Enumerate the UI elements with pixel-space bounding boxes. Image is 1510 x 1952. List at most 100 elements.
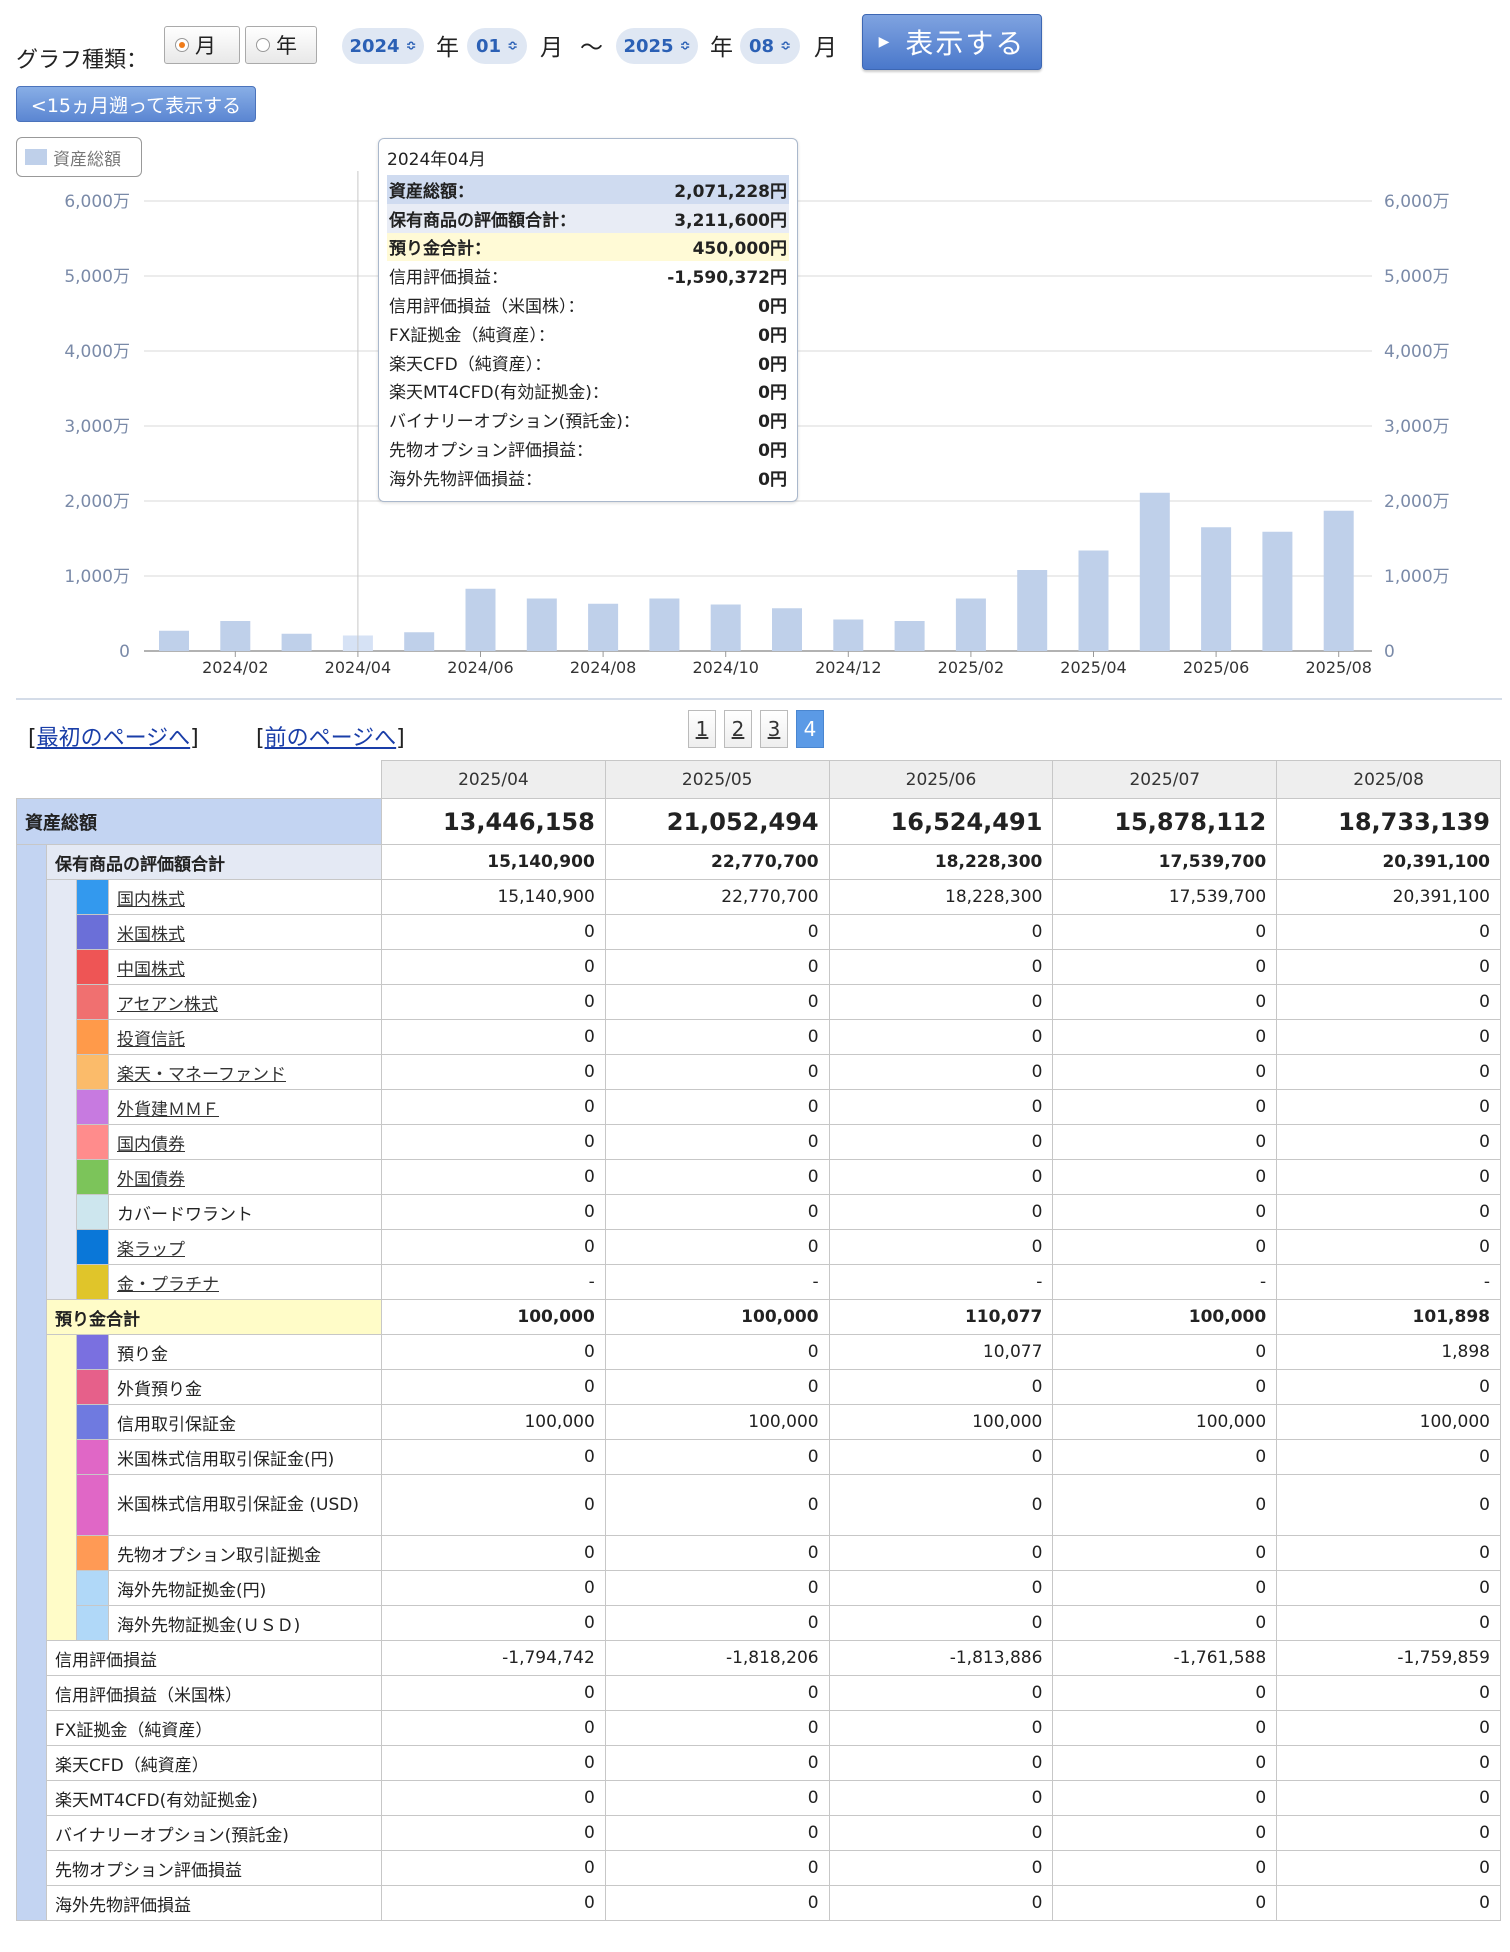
chart-bar (526, 598, 557, 651)
table-cell-value: - (828, 1264, 1054, 1300)
table-cell-value: 101,898 (1276, 1299, 1501, 1335)
holding-item-link[interactable]: 国内債券 (117, 1134, 185, 1155)
table-cell-value: 0 (828, 1089, 1054, 1125)
show-button[interactable]: ▶ 表示する (862, 14, 1042, 70)
deposit-color-swatch (76, 1369, 109, 1405)
table-cell-value: 20,391,100 (1276, 844, 1501, 880)
other-item-row: 信用評価損益（米国株） 0 0 0 0 0 (17, 1675, 1501, 1711)
table-cell-value: 0 (604, 1710, 830, 1746)
holding-item-link[interactable]: 楽天・マネーファンド (117, 1064, 286, 1085)
table-cell-value: 0 (828, 1850, 1054, 1886)
tooltip-row-value: 0円 (758, 325, 787, 346)
holding-item-link[interactable]: 米国株式 (117, 924, 185, 945)
table-cell-value: 0 (381, 914, 606, 950)
table-cell-value: 0 (604, 914, 830, 950)
deposit-item-label: 外貨預り金 (108, 1369, 382, 1405)
deposit-color-swatch (76, 1570, 109, 1606)
table-cell-value: 0 (1052, 1815, 1278, 1851)
table-cell-value: 0 (604, 1815, 830, 1851)
chart-tooltip: 2024年04月 資産総額： 2,071,228円 保有商品の評価額合計： 3,211… (378, 138, 798, 502)
holding-item-label: 国内株式 (108, 879, 382, 915)
table-cell-value: 0 (1052, 1605, 1278, 1641)
start-month-select[interactable]: 01 ≎ (467, 28, 527, 64)
table-cell-value: 0 (381, 1885, 606, 1921)
other-item-row: バイナリーオプション(預託金) 0 0 0 0 0 (17, 1815, 1501, 1851)
table-cell-value: 0 (604, 1745, 830, 1781)
table-cell-value: 15,878,112 (1052, 798, 1278, 845)
table-cell-value: 0 (381, 1369, 606, 1405)
holding-item-row: 外貨建ＭＭＦ 0 0 0 0 0 (17, 1089, 1501, 1125)
deposit-color-swatch (76, 1334, 109, 1370)
prev-page-link[interactable]: 前のページへ (264, 726, 397, 751)
deposit-color-swatch (76, 1439, 109, 1475)
total-label: 資産総額 (16, 798, 382, 845)
tooltip-row-label: 預り金合計： (389, 239, 491, 260)
end-year-select[interactable]: 2025 ≎ (616, 28, 698, 64)
page-link-1[interactable]: 1 (688, 710, 716, 748)
other-item-label: バイナリーオプション(預託金) (46, 1815, 382, 1851)
back-15-months-button[interactable]: <15ヵ月遡って表示する (16, 86, 256, 122)
table-header-row: 2025/04 2025/05 2025/06 2025/07 2025/08 (16, 760, 1501, 799)
start-year-select[interactable]: 2024 ≎ (342, 28, 424, 64)
other-item-label: 海外先物評価損益 (46, 1885, 382, 1921)
table-cell-value: 0 (381, 1850, 606, 1886)
holding-item-link[interactable]: 外国債券 (117, 1169, 185, 1190)
holding-color-swatch (76, 1229, 109, 1265)
chart-legend[interactable]: 資産総額 (16, 137, 142, 177)
holding-item-row: 国内株式 15,140,900 22,770,700 18,228,300 17,539… (17, 879, 1501, 1300)
page-link-4[interactable]: 4 (796, 710, 824, 748)
table-cell-value: 100,000 (604, 1404, 830, 1440)
chart-bar (281, 633, 312, 651)
graph-type-label: グラフ種類： (16, 48, 149, 73)
holding-item-link[interactable]: 国内株式 (117, 889, 185, 910)
table-cell-value: 0 (1276, 1815, 1501, 1851)
deposit-item-label: 米国株式信用取引保証金 (USD) (108, 1474, 382, 1536)
holding-item-row: 米国株式 0 0 0 0 0 (17, 914, 1501, 950)
yearly-radio[interactable]: 年 (245, 26, 317, 64)
table-cell-value: 0 (1052, 1535, 1278, 1571)
other-item-label: FX証拠金（純資産） (46, 1710, 382, 1746)
page-link-3[interactable]: 3 (760, 710, 788, 748)
range-tilde: 〜 (580, 35, 603, 61)
monthly-radio[interactable]: 月 (164, 26, 240, 64)
holding-item-link[interactable]: 投資信託 (117, 1029, 185, 1050)
monthly-label: 月 (195, 34, 216, 58)
table-cell-value: 0 (828, 1054, 1054, 1090)
table-cell-value: 0 (1276, 1745, 1501, 1781)
asset-bar-chart: 0 0 1,000万 1,000万 2,000万 2,000万 3,000万 3,000万 4,… (64, 171, 1450, 677)
tooltip-row: 信用評価損益： -1,590,372円 (387, 261, 789, 290)
holding-item-label: 国内債券 (108, 1124, 382, 1160)
table-cell-value: 0 (1276, 1054, 1501, 1090)
tooltip-row-value: 0円 (758, 412, 787, 433)
table-cell-value: 0 (604, 984, 830, 1020)
end-month-select[interactable]: 08 ≎ (740, 28, 800, 64)
table-cell-value: 17,539,700 (1052, 844, 1278, 880)
table-cell-value: 0 (1052, 1570, 1278, 1606)
holding-color-swatch (76, 1019, 109, 1055)
table-cell-value: 0 (1052, 1194, 1278, 1230)
page-link-2[interactable]: 2 (724, 710, 752, 748)
tooltip-row-label: 海外先物評価損益： (389, 469, 542, 490)
deposit-item-label: 預り金 (108, 1334, 382, 1370)
holding-item-link[interactable]: 外貨建ＭＭＦ (117, 1099, 219, 1120)
table-cell-value: 0 (1052, 1124, 1278, 1160)
table-cell-value: - (1052, 1264, 1278, 1300)
end-month-value: 08 (749, 35, 775, 57)
other-item-row: FX証拠金（純資産） 0 0 0 0 0 (17, 1710, 1501, 1746)
table-cell-value: 1,898 (1276, 1334, 1501, 1370)
x-tick-label: 2024/04 (325, 658, 391, 677)
x-tick-label: 2025/04 (1060, 658, 1126, 677)
holding-item-link[interactable]: 中国株式 (117, 959, 185, 980)
chart-bar (1017, 570, 1048, 651)
start-month-value: 01 (476, 35, 502, 57)
holding-item-link[interactable]: 金・プラチナ (117, 1274, 219, 1295)
tooltip-row: 楽天MT4CFD(有効証拠金)： 0円 (387, 377, 789, 406)
holding-item-row: アセアン株式 0 0 0 0 0 (17, 984, 1501, 1020)
first-page-link[interactable]: 最初のページへ (36, 726, 191, 751)
table-cell-value: 100,000 (1052, 1299, 1278, 1335)
table-cell-value: 0 (381, 1535, 606, 1571)
holding-item-link[interactable]: アセアン株式 (117, 994, 218, 1015)
table-cell-value: 0 (828, 1019, 1054, 1055)
holding-item-link[interactable]: 楽ラップ (117, 1239, 185, 1260)
table-cell-value: 0 (1052, 984, 1278, 1020)
